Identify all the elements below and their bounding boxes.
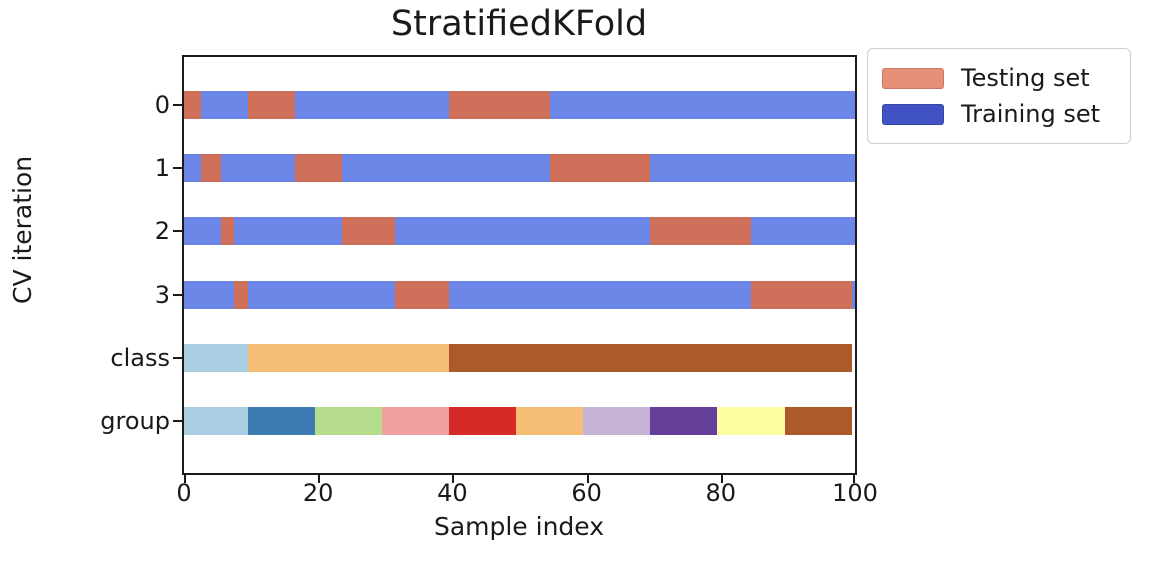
group-segment-group-4 xyxy=(449,407,517,435)
train-segment xyxy=(184,217,221,245)
train-segment xyxy=(200,91,248,119)
test-segment xyxy=(200,154,221,182)
train-segment xyxy=(247,281,396,309)
test-segment xyxy=(294,154,342,182)
group-segment-group-2 xyxy=(314,407,382,435)
legend-label-testing-set: Testing set xyxy=(961,64,1090,92)
group-segment-group-6 xyxy=(583,407,651,435)
cv-iteration-row-1 xyxy=(184,154,855,182)
train-segment xyxy=(395,217,651,245)
group-segment-group-1 xyxy=(247,407,315,435)
test-segment xyxy=(184,91,201,119)
cv-iteration-row-2 xyxy=(184,217,855,245)
x-tick-mark xyxy=(452,473,455,483)
train-segment xyxy=(184,154,201,182)
y-tick-label-3: 3 xyxy=(154,281,170,309)
group-segment-group-9 xyxy=(784,407,852,435)
x-tick-mark xyxy=(586,473,589,483)
train-segment xyxy=(650,154,855,182)
y-tick-mark xyxy=(173,167,182,169)
y-tick-mark xyxy=(173,294,182,296)
test-segment xyxy=(650,217,751,245)
y-tick-mark xyxy=(173,230,182,232)
class-row xyxy=(184,344,855,372)
train-segment xyxy=(851,281,855,309)
training-set-swatch xyxy=(882,103,944,125)
group-row xyxy=(184,407,855,435)
train-segment xyxy=(750,217,855,245)
test-segment xyxy=(395,281,450,309)
train-segment xyxy=(184,281,235,309)
y-tick-label-group: group xyxy=(100,407,170,435)
y-tick-label-1: 1 xyxy=(154,154,170,182)
train-segment xyxy=(220,154,295,182)
y-tick-mark xyxy=(173,104,182,106)
class-segment-class-0 xyxy=(184,344,248,372)
x-axis-label: Sample index xyxy=(433,512,605,541)
test-segment xyxy=(234,281,248,309)
group-segment-group-5 xyxy=(516,407,584,435)
x-tick-mark xyxy=(720,473,723,483)
train-segment xyxy=(341,154,550,182)
test-segment xyxy=(247,91,295,119)
x-tick-label-0: 0 xyxy=(176,479,192,507)
legend-item-testing-set: Testing set xyxy=(882,60,1116,96)
x-tick-label-100: 100 xyxy=(832,479,878,507)
y-tick-label-0: 0 xyxy=(154,91,170,119)
test-segment xyxy=(220,217,235,245)
y-tick-label-class: class xyxy=(110,344,170,372)
class-segment-class-1 xyxy=(247,344,450,372)
legend-label-training-set: Training set xyxy=(961,100,1101,128)
x-tick-label-60: 60 xyxy=(571,479,602,507)
cv-iteration-row-0 xyxy=(184,91,855,119)
testing-set-swatch xyxy=(882,67,944,89)
train-segment xyxy=(234,217,342,245)
x-tick-mark xyxy=(318,473,321,483)
train-segment xyxy=(549,91,855,119)
y-tick-mark xyxy=(173,420,182,422)
train-segment xyxy=(449,281,751,309)
class-segment-class-2 xyxy=(449,344,852,372)
group-segment-group-8 xyxy=(717,407,785,435)
test-segment xyxy=(750,281,852,309)
legend: Testing set Training set xyxy=(867,48,1131,144)
group-segment-group-0 xyxy=(184,407,248,435)
cv-iteration-row-3 xyxy=(184,281,855,309)
y-tick-mark xyxy=(173,357,182,359)
chart-title: StratifiedKFold xyxy=(390,4,648,44)
plot-area xyxy=(173,55,857,483)
x-tick-label-40: 40 xyxy=(437,479,468,507)
test-segment xyxy=(341,217,396,245)
y-tick-label-2: 2 xyxy=(154,217,170,245)
train-segment xyxy=(294,91,450,119)
x-tick-label-80: 80 xyxy=(705,479,737,507)
x-tick-mark xyxy=(184,473,186,483)
group-segment-group-3 xyxy=(381,407,450,435)
x-tick-label-20: 20 xyxy=(302,479,334,507)
x-tick-mark xyxy=(853,473,855,483)
group-segment-group-7 xyxy=(650,407,718,435)
test-segment xyxy=(549,154,651,182)
legend-item-training-set: Training set xyxy=(882,96,1116,132)
test-segment xyxy=(449,91,550,119)
